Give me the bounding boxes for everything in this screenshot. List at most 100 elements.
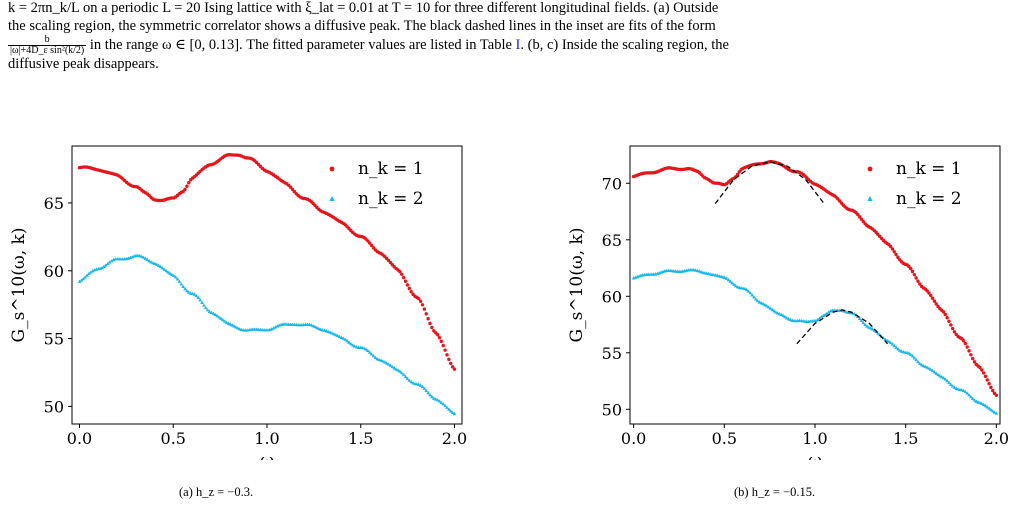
fit-formula-numerator: b xyxy=(8,35,87,46)
series-2-point xyxy=(932,370,937,374)
series-2-point xyxy=(371,354,376,358)
series-2-point xyxy=(726,277,731,282)
series-1-point xyxy=(970,356,975,361)
series-2-point xyxy=(219,316,223,320)
series-2-point xyxy=(379,358,383,362)
figure-panel-a: 0.0 0.5 1.0 1.5 2.0 50 55 60 65 ω G_s^10(ω, k) n_k … xyxy=(0,130,470,471)
series-2-point xyxy=(186,290,191,294)
plot-panel-b: 0.0 0.5 1.0 1.5 2.0 50 55 60 65 70 ω G_s^10(ω, k) n_… xyxy=(567,145,1009,471)
series-2-point xyxy=(382,360,387,364)
series-2-point xyxy=(979,401,984,406)
series-2-point xyxy=(104,263,108,267)
series-1-point xyxy=(892,250,896,254)
series-2-point xyxy=(420,384,425,389)
y-tick-label: 60 xyxy=(602,287,622,306)
series-2-point xyxy=(724,276,729,280)
series-1-point xyxy=(857,215,862,219)
series-2-point xyxy=(896,347,900,351)
series-1-point xyxy=(185,184,189,188)
y-tick-label: 50 xyxy=(44,397,64,416)
series-2-point xyxy=(730,281,734,285)
series-1-point xyxy=(890,247,895,251)
x-tick-label: 2.0 xyxy=(442,429,467,448)
series-1-point xyxy=(426,317,430,321)
series-2-point xyxy=(992,410,997,414)
series-2-point xyxy=(945,379,949,383)
series-1-point xyxy=(401,275,406,280)
series-2-point xyxy=(185,288,189,293)
series-2-point xyxy=(861,320,866,325)
series-2-point xyxy=(887,339,891,343)
series-2-point xyxy=(424,388,429,392)
series-2-point xyxy=(819,314,824,319)
series-1-point xyxy=(978,365,982,370)
series-2-point xyxy=(209,310,214,315)
series-2-point xyxy=(269,327,274,331)
y-tick-label: 55 xyxy=(602,344,622,363)
series-2-point xyxy=(435,398,440,402)
series-2-point xyxy=(952,385,957,389)
series-2-point xyxy=(339,335,344,339)
series-1-point xyxy=(932,299,937,303)
series-2-point xyxy=(859,318,864,323)
series-2-point xyxy=(273,325,278,329)
series-2-point xyxy=(746,289,751,293)
series-2-point xyxy=(894,345,898,349)
series-2-point xyxy=(235,326,240,330)
series-2-point xyxy=(100,265,104,270)
table-reference-link[interactable]: I xyxy=(515,36,521,53)
series-2-point xyxy=(437,399,442,403)
series-2-point xyxy=(967,393,971,397)
series-1-point xyxy=(991,388,995,393)
series-2-point xyxy=(978,400,982,405)
series-2-point xyxy=(949,382,953,386)
series-2-point xyxy=(153,261,157,266)
series-2-point xyxy=(428,393,432,397)
series-1-point xyxy=(366,239,370,243)
series-2-point xyxy=(430,394,434,399)
series-2-point xyxy=(916,359,920,364)
series-2-point xyxy=(972,398,977,402)
series-2-point xyxy=(722,275,727,279)
series-2-point xyxy=(349,342,353,346)
y-tick-label: 60 xyxy=(44,262,64,281)
series-2-point xyxy=(401,372,406,377)
series-1-point xyxy=(398,269,402,274)
series-2-point xyxy=(969,394,973,399)
series-2-point xyxy=(863,322,867,327)
series-2-point xyxy=(154,262,159,266)
series-1-point xyxy=(420,303,425,307)
series-2-point xyxy=(317,326,321,331)
legend-label-2: n_k = 2 xyxy=(896,189,962,209)
series-2-point xyxy=(399,370,404,375)
series-1-point xyxy=(896,255,900,260)
series-2-point xyxy=(205,308,210,312)
series-2-point xyxy=(77,279,82,283)
series-2-point xyxy=(752,295,756,299)
series-1-point xyxy=(400,272,404,276)
series-2-point xyxy=(375,357,380,361)
series-2-point xyxy=(202,303,206,307)
y-tick-label: 55 xyxy=(44,330,64,349)
series-2-point xyxy=(85,273,89,277)
series-1-point xyxy=(443,348,447,352)
series-2-point xyxy=(352,344,357,348)
series-2-point xyxy=(852,311,856,316)
legend-marker-1 xyxy=(329,166,335,172)
series-2-point xyxy=(411,381,415,385)
series-2-point xyxy=(141,255,146,259)
legend-marker-2 xyxy=(329,196,335,201)
series-2-point xyxy=(943,377,948,381)
series-2-point xyxy=(989,407,993,412)
series-2-point xyxy=(405,376,410,381)
plot-panel-a: 0.0 0.5 1.0 1.5 2.0 50 55 60 65 ω G_s^10(ω, k) n_k … xyxy=(9,145,467,471)
series-2-point xyxy=(441,402,445,406)
series-1-point xyxy=(418,299,423,303)
series-2-point xyxy=(823,312,827,317)
series-2-point xyxy=(384,361,389,365)
legend-label-2: n_k = 2 xyxy=(358,189,424,209)
series-2-point xyxy=(939,375,944,379)
series-1-point xyxy=(916,279,920,283)
fit-curve-2 xyxy=(796,309,889,345)
series-1-point xyxy=(941,310,946,314)
